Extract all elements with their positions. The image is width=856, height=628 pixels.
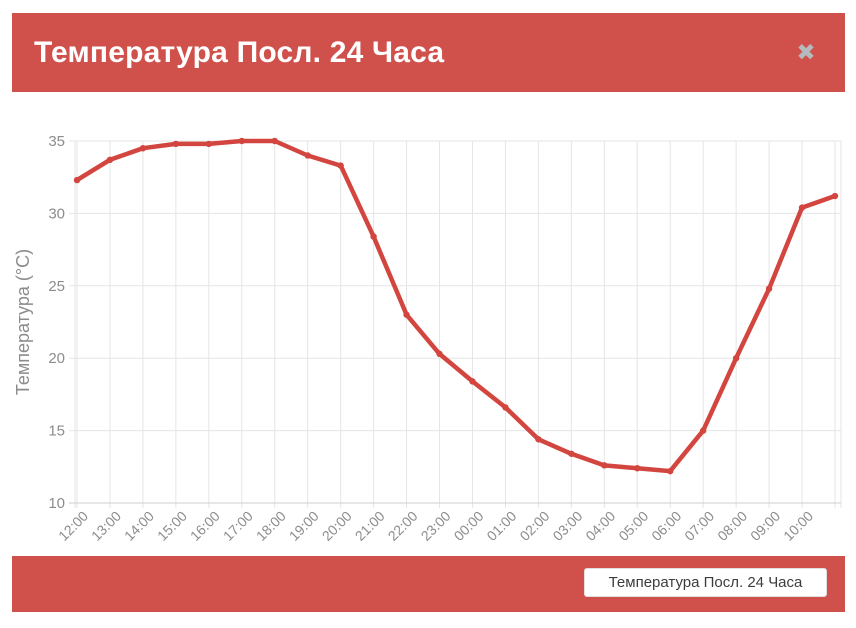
svg-text:23:00: 23:00 (418, 508, 454, 544)
svg-text:13:00: 13:00 (88, 508, 124, 544)
dialog-header: Температура Посл. 24 Часа ✖ (12, 13, 845, 92)
dialog-title: Температура Посл. 24 Часа (34, 35, 445, 69)
chart-canvas: 10 15 20 25 30 35 12:0013:0014:0015:0016:0017:… (13, 133, 842, 544)
dialog-footer: Температура Посл. 24 Часа (12, 556, 845, 612)
svg-text:02:00: 02:00 (516, 508, 552, 544)
svg-text:03:00: 03:00 (549, 508, 585, 544)
svg-text:05:00: 05:00 (615, 508, 651, 544)
svg-text:25: 25 (48, 278, 65, 295)
series-line (74, 138, 838, 474)
legend-label: Температура Посл. 24 Часа (608, 574, 803, 591)
svg-text:00:00: 00:00 (451, 508, 487, 544)
svg-text:22:00: 22:00 (385, 508, 421, 544)
y-gridlines (69, 140, 841, 504)
svg-text:16:00: 16:00 (187, 508, 223, 544)
svg-text:19:00: 19:00 (286, 508, 322, 544)
svg-text:30: 30 (48, 205, 65, 222)
temperature-chart: 10 15 20 25 30 35 12:00 13:00 14:00 15:00 16:00 17:… (0, 100, 856, 556)
svg-text:35: 35 (48, 133, 65, 150)
close-icon[interactable]: ✖ (796, 39, 816, 65)
svg-text:07:00: 07:00 (681, 508, 717, 544)
svg-text:20:00: 20:00 (319, 508, 355, 544)
svg-text:01:00: 01:00 (483, 508, 519, 544)
svg-text:04:00: 04:00 (582, 508, 618, 544)
svg-text:10:00: 10:00 (780, 508, 816, 544)
y-axis-title: Температура (°C) (13, 249, 33, 395)
svg-text:06:00: 06:00 (648, 508, 684, 544)
x-tick-labels: 12:0013:0014:0015:0016:0017:0018:0019:00… (55, 508, 816, 544)
svg-text:18:00: 18:00 (253, 508, 289, 544)
svg-text:15: 15 (48, 423, 65, 440)
x-gridlines (74, 141, 842, 508)
svg-text:14:00: 14:00 (121, 508, 157, 544)
svg-text:10: 10 (48, 495, 65, 512)
svg-text:12:00: 12:00 (55, 508, 91, 544)
legend-chip[interactable]: Температура Посл. 24 Часа (584, 568, 827, 597)
y-tick-labels: 10 15 20 25 30 35 (48, 133, 65, 512)
svg-text:20: 20 (48, 350, 65, 367)
svg-text:15:00: 15:00 (154, 508, 190, 544)
series-points (73, 137, 839, 475)
svg-text:09:00: 09:00 (747, 508, 783, 544)
svg-text:21:00: 21:00 (352, 508, 388, 544)
svg-text:17:00: 17:00 (220, 508, 256, 544)
svg-text:08:00: 08:00 (714, 508, 750, 544)
